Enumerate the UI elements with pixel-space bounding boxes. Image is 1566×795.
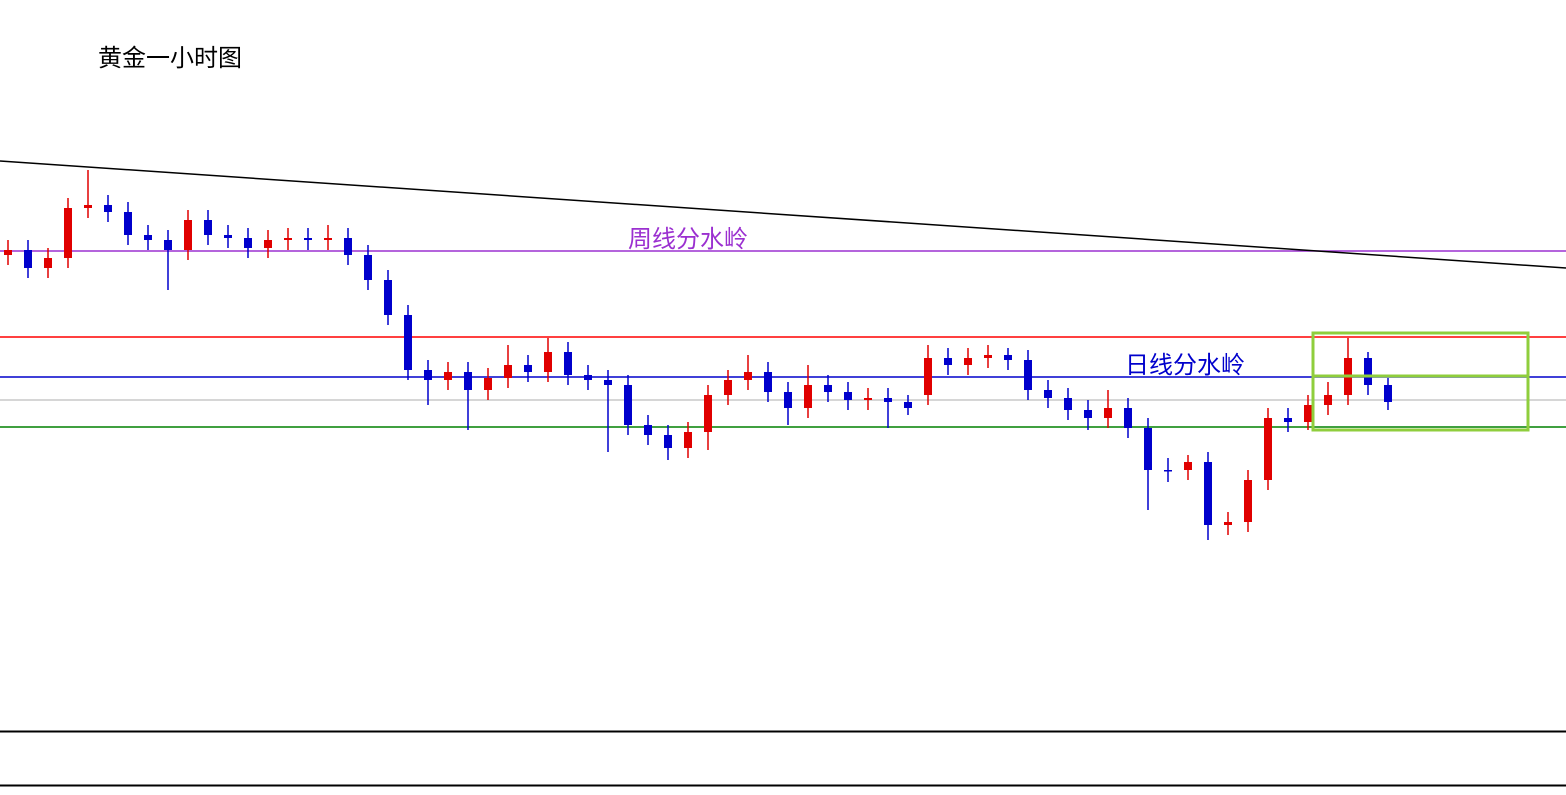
candle-body xyxy=(224,235,232,238)
candle-body xyxy=(684,432,692,448)
candle-body xyxy=(44,258,52,268)
candle-body xyxy=(444,372,452,380)
candle-body xyxy=(464,372,472,390)
candle-body xyxy=(1384,385,1392,402)
candle-body xyxy=(864,398,872,400)
candle-body xyxy=(724,380,732,395)
chart-title: 黄金一小时图 xyxy=(98,44,242,72)
candle-body xyxy=(1364,358,1372,385)
candle-body xyxy=(184,220,192,250)
candle-body xyxy=(304,238,312,240)
candle-body xyxy=(1304,405,1312,422)
candle-body xyxy=(284,238,292,240)
candle-body xyxy=(924,358,932,395)
candle-body xyxy=(164,240,172,250)
candle-body xyxy=(704,395,712,432)
candle-body xyxy=(264,240,272,248)
candle-body xyxy=(1024,360,1032,390)
candle-body xyxy=(744,372,752,380)
candle-body xyxy=(824,385,832,392)
candle-body xyxy=(1264,418,1272,480)
candle-body xyxy=(764,372,772,392)
candle-body xyxy=(584,375,592,380)
candle-body xyxy=(564,352,572,375)
candle-body xyxy=(4,250,12,255)
candle-body xyxy=(344,238,352,255)
candle-body xyxy=(944,358,952,365)
level-label: 日线分水岭 xyxy=(1125,351,1245,379)
candle-body xyxy=(324,238,332,240)
candle-body xyxy=(104,205,112,212)
candle-body xyxy=(204,220,212,235)
candle-body xyxy=(544,352,552,372)
trend-line xyxy=(0,160,1566,269)
candle-body xyxy=(84,205,92,208)
candle-body xyxy=(484,378,492,390)
candle-body xyxy=(904,402,912,408)
candle-body xyxy=(884,398,892,402)
candle-body xyxy=(144,235,152,240)
candle-body xyxy=(1284,418,1292,422)
candle-body xyxy=(64,208,72,258)
candle-body xyxy=(1064,398,1072,410)
candle-body xyxy=(124,212,132,235)
candle-body xyxy=(1184,462,1192,470)
candle-body xyxy=(364,255,372,280)
candle-body xyxy=(384,280,392,315)
candle-body xyxy=(1124,408,1132,428)
candle-body xyxy=(1044,390,1052,398)
candle-body xyxy=(1004,355,1012,360)
candle-body xyxy=(404,315,412,370)
candle-body xyxy=(784,392,792,408)
candle-body xyxy=(244,238,252,248)
candle-body xyxy=(1204,462,1212,525)
candle-body xyxy=(844,392,852,400)
candle-body xyxy=(1224,522,1232,525)
candle-body xyxy=(604,380,612,385)
candle-body xyxy=(24,250,32,268)
candle-body xyxy=(1144,428,1152,470)
candle-body xyxy=(664,435,672,448)
candle-body xyxy=(504,365,512,378)
candle-body xyxy=(524,365,532,372)
candle-body xyxy=(984,355,992,358)
candle-body xyxy=(644,425,652,435)
highlight-box xyxy=(1311,331,1530,432)
candle-body xyxy=(1104,408,1112,418)
candle-body xyxy=(1164,470,1172,472)
candle-body xyxy=(1244,480,1252,522)
candle-body xyxy=(964,358,972,365)
candle-body xyxy=(804,385,812,408)
candle-body xyxy=(624,385,632,425)
candle-body xyxy=(424,370,432,380)
candle-body xyxy=(1324,395,1332,405)
candle-body xyxy=(1084,410,1092,418)
level-label: 周线分水岭 xyxy=(628,225,748,253)
